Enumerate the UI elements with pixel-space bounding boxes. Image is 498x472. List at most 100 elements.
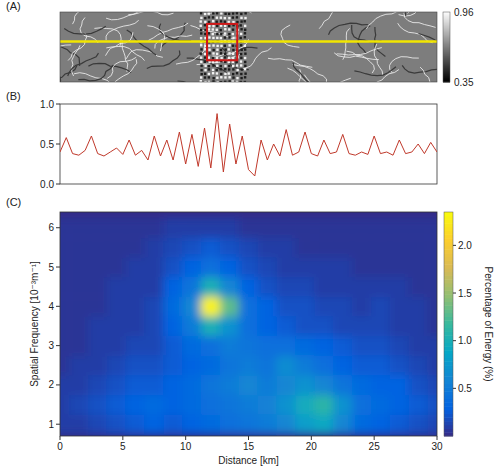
- colorbar-step: [444, 309, 453, 313]
- colorbar-step: [444, 231, 453, 235]
- colorbar-step: [444, 320, 453, 324]
- heat-cell: [182, 414, 201, 434]
- heat-cell: [408, 277, 427, 297]
- colorbar-step: [444, 380, 453, 384]
- heat-cell: [371, 394, 390, 414]
- texture-cell: [212, 69, 214, 71]
- texture-cell: [224, 32, 226, 34]
- texture-cell: [212, 52, 214, 54]
- texture-cell: [212, 44, 214, 46]
- colorbar-step: [444, 298, 453, 302]
- heat-cell: [390, 355, 409, 375]
- y-tick-label: 0.5: [40, 139, 54, 150]
- colorbar-tick-label: 2.0: [458, 240, 472, 251]
- colorbar-tick: [453, 293, 456, 294]
- texture-cell: [200, 32, 202, 34]
- texture-cell: [244, 57, 246, 59]
- texture-cell: [240, 20, 242, 22]
- texture-cell: [244, 45, 246, 47]
- ridge: [419, 34, 438, 55]
- heat-cell: [390, 414, 409, 434]
- ridge: [64, 26, 106, 34]
- texture-cell: [227, 72, 229, 74]
- heat-cell: [107, 218, 126, 238]
- colorbar-step: [444, 376, 453, 380]
- colorbar-step: [444, 302, 453, 306]
- texture-cell: [228, 25, 230, 27]
- heat-cell: [390, 237, 409, 257]
- colorbar-step: [444, 272, 453, 276]
- texture-cell: [224, 68, 226, 70]
- texture-cell: [232, 29, 234, 31]
- ridge: [88, 63, 131, 72]
- heat-cell: [69, 394, 88, 414]
- heat-cell: [427, 414, 437, 434]
- colorbar-step: [444, 261, 453, 265]
- heat-cell: [333, 296, 352, 316]
- heat-cell: [371, 355, 390, 375]
- ridge: [378, 12, 406, 16]
- texture-cell: [236, 16, 238, 18]
- texture-cell: [232, 57, 234, 59]
- texture-cell: [224, 28, 226, 30]
- x-tick: [437, 436, 438, 440]
- colorbar-step: [444, 305, 453, 309]
- texture-cell: [240, 33, 242, 35]
- texture-cell: [224, 17, 226, 19]
- heat-cell: [60, 375, 70, 395]
- texture-cell: [215, 21, 217, 23]
- ridge: [106, 20, 139, 40]
- heat-cell: [107, 296, 126, 316]
- heat-cell: [126, 375, 145, 395]
- texture-cell: [208, 49, 210, 51]
- texture-cell: [200, 17, 202, 19]
- texture-cell: [208, 21, 210, 23]
- panel-letter: (B): [6, 90, 21, 102]
- heat-cell: [201, 257, 220, 277]
- texture-cell: [244, 68, 246, 70]
- texture-cell: [212, 16, 214, 18]
- colorbar-step: [444, 275, 453, 279]
- texture-cell: [216, 17, 218, 19]
- heat-cell: [276, 277, 295, 297]
- ridge: [68, 33, 87, 61]
- heat-cell: [126, 257, 145, 277]
- heat-cell: [201, 218, 220, 238]
- colorbar-step: [444, 313, 453, 317]
- texture-cell: [220, 73, 222, 75]
- ridge: [319, 12, 335, 29]
- texture-cell: [244, 12, 246, 14]
- y-tick: [56, 345, 60, 346]
- colorbar-frame: [443, 12, 450, 82]
- texture-cell: [220, 68, 222, 70]
- ridge: [288, 68, 321, 82]
- heat-cell: [390, 316, 409, 336]
- texture-cell: [232, 68, 234, 70]
- texture-cell: [240, 68, 242, 70]
- heat-cell: [408, 414, 427, 434]
- colorbar-step: [444, 361, 453, 365]
- heat-cell: [427, 375, 437, 395]
- texture-cell: [216, 12, 218, 14]
- heat-cell: [182, 355, 201, 375]
- heat-cell: [371, 277, 390, 297]
- ridge: [114, 59, 137, 82]
- texture-cell: [208, 16, 210, 18]
- texture-cell: [240, 13, 242, 15]
- heat-cell: [60, 316, 70, 336]
- texture-cell: [232, 65, 234, 67]
- heat-cell: [220, 257, 239, 277]
- heat-cell: [145, 375, 164, 395]
- texture-cell: [200, 73, 202, 75]
- heat-cell: [201, 355, 220, 375]
- texture-cell: [212, 49, 214, 51]
- colorbar-step: [444, 425, 453, 429]
- texture-cell: [204, 17, 206, 19]
- heat-cell: [126, 335, 145, 355]
- heat-cell: [371, 296, 390, 316]
- heat-cell: [408, 335, 427, 355]
- texture-cell: [204, 48, 206, 50]
- heat-cell: [352, 355, 371, 375]
- ridge: [420, 67, 430, 82]
- heat-cell: [333, 257, 352, 277]
